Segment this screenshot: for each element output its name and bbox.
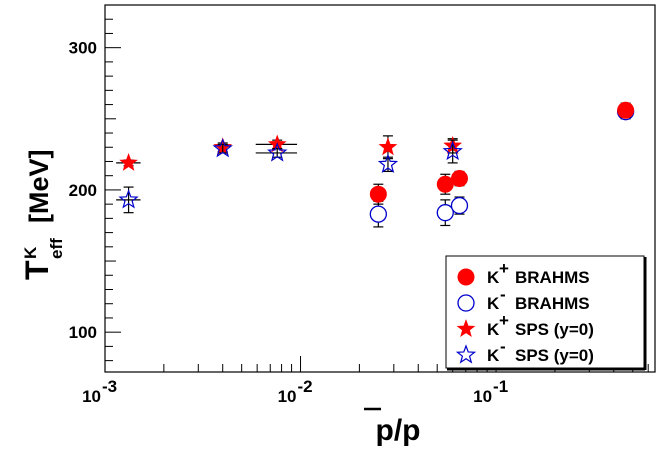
- legend-marker: [457, 268, 475, 286]
- y-axis-title-subscript: eff: [47, 238, 66, 259]
- x-axis-title: p/p: [364, 407, 421, 447]
- x-axis-title-text: p/p: [376, 414, 421, 447]
- data-point: [267, 142, 288, 162]
- plot-area-border: [104, 4, 656, 373]
- x-tick-label-exponent: -2: [298, 377, 313, 396]
- legend-particle: K: [487, 268, 500, 287]
- legend-label: BRAHMS: [515, 268, 590, 287]
- legend-particle: K: [487, 294, 500, 313]
- legend-label: SPS (y=0): [515, 320, 594, 339]
- y-axis-title-superscript: K: [21, 246, 40, 259]
- x-tick-label: 10-1: [473, 377, 508, 406]
- series-k+-brahms: [369, 101, 635, 205]
- data-point: [369, 205, 387, 223]
- data-point: [119, 153, 138, 171]
- x-tick-label-base: 10: [82, 387, 101, 406]
- legend-charge: -: [500, 285, 506, 304]
- y-tick-label: 200: [69, 181, 97, 200]
- x-axis-tick-labels: 10-310-210-1: [82, 377, 508, 406]
- y-tick-label: 300: [69, 39, 97, 58]
- data-point: [442, 140, 463, 161]
- legend-charge: +: [499, 259, 509, 278]
- legend-charge: +: [499, 311, 509, 330]
- legend-label: BRAHMS: [515, 294, 590, 313]
- legend-entry-kplus-brahms: K + BRAHMS: [457, 259, 590, 287]
- y-axis-tick-labels: 100 200 300: [69, 39, 97, 342]
- legend-entry-kminus-brahms: K - BRAHMS: [457, 285, 590, 313]
- x-tick-label: 10-3: [82, 377, 117, 406]
- data-point: [369, 185, 387, 203]
- legend-particle: K: [487, 320, 500, 339]
- data-point: [212, 137, 233, 158]
- x-tick-label-base: 10: [473, 387, 492, 406]
- data-point: [436, 204, 454, 222]
- x-tick-label-exponent: -1: [493, 377, 508, 396]
- data-point: [436, 175, 454, 193]
- y-axis-title-unit: [MeV]: [24, 150, 54, 224]
- y-axis-title-symbol: T: [19, 260, 55, 280]
- legend: K + BRAHMS K - BRAHMS K + SPS (y=0) K - …: [445, 255, 647, 371]
- legend-entry-kminus-sps: K - SPS (y=0): [455, 337, 594, 365]
- y-tick-label: 100: [69, 323, 97, 342]
- data-point: [450, 196, 469, 215]
- series-k--sps--y-0-: [116, 137, 463, 214]
- data-point: [377, 153, 399, 173]
- legend-label: SPS (y=0): [515, 346, 594, 365]
- legend-marker: [457, 294, 475, 312]
- data-point: [617, 101, 635, 119]
- x-tick-label-base: 10: [278, 387, 297, 406]
- data-point: [450, 170, 468, 188]
- legend-box: [445, 255, 645, 369]
- data-marks: [116, 101, 635, 228]
- data-point: [118, 189, 139, 209]
- y-axis-ticks: [105, 18, 121, 362]
- plot-frame: [104, 4, 656, 373]
- legend-charge: -: [500, 337, 506, 356]
- x-tick-label-exponent: -3: [102, 377, 117, 396]
- y-axis-title: T K eff [MeV]: [19, 150, 66, 281]
- legend-particle: K: [487, 346, 500, 365]
- x-tick-label: 10-2: [278, 377, 313, 406]
- legend-marker: [456, 319, 476, 337]
- legend-marker: [455, 344, 477, 364]
- legend-entry-kplus-sps: K + SPS (y=0): [456, 311, 594, 339]
- data-point: [378, 137, 398, 156]
